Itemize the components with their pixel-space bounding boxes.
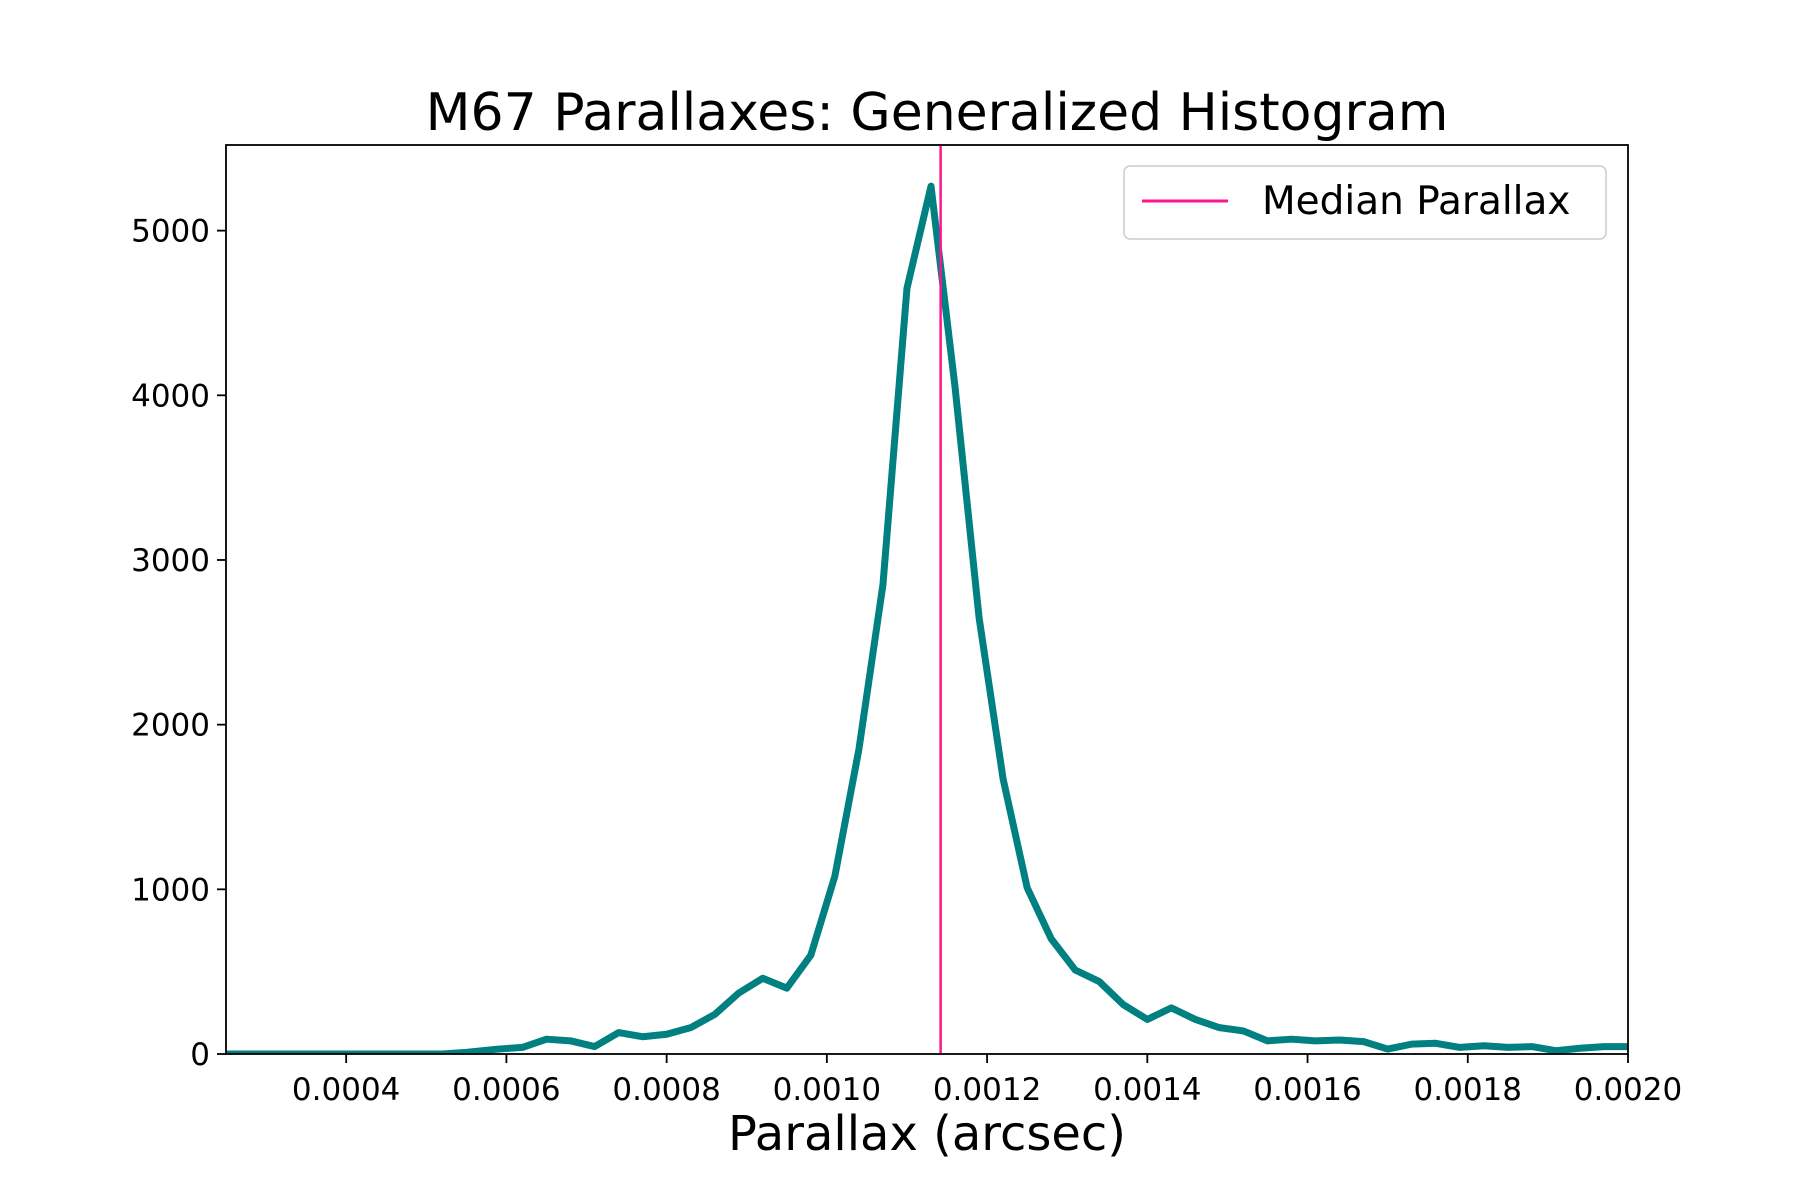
- x-tick-label-5: 0.0014: [1093, 1072, 1201, 1108]
- y-tick-label-0: 0: [190, 1037, 210, 1073]
- x-tick-label-0: 0.0004: [292, 1072, 400, 1108]
- plot-frame: [225, 144, 1629, 1055]
- x-tick-label-4: 0.0012: [933, 1072, 1041, 1108]
- x-axis: 0.0004 0.0006 0.0008 0.0010 0.0012 0.0014 0.00…: [292, 1054, 1682, 1108]
- x-tick-label-7: 0.0018: [1414, 1072, 1522, 1108]
- y-tick-label-3: 3000: [131, 543, 210, 579]
- x-tick-label-8: 0.0020: [1574, 1072, 1682, 1108]
- y-tick-label-5: 5000: [131, 214, 210, 250]
- x-tick-label-3: 0.0010: [773, 1072, 881, 1108]
- legend-label-median: Median Parallax: [1262, 179, 1571, 224]
- plot-inner: [226, 145, 1628, 1054]
- legend-box: [1123, 165, 1607, 240]
- x-tick-label-2: 0.0008: [612, 1072, 720, 1108]
- plot-area: [225, 144, 1629, 1055]
- x-tick-label-6: 0.0016: [1253, 1072, 1361, 1108]
- series-line-0: [226, 182, 1628, 1054]
- y-axis: 0 1000 2000 3000 4000 5000: [131, 214, 226, 1073]
- x-axis-label: Parallax (arcsec): [728, 1106, 1126, 1162]
- y-tick-label-4: 4000: [131, 378, 210, 414]
- chart-title: M67 Parallaxes: Generalized Histogram: [426, 83, 1449, 143]
- x-tick-label-1: 0.0006: [452, 1072, 560, 1108]
- y-tick-label-1: 1000: [131, 872, 210, 908]
- legend: Median Parallax: [1123, 165, 1607, 240]
- y-tick-label-2: 2000: [131, 708, 210, 744]
